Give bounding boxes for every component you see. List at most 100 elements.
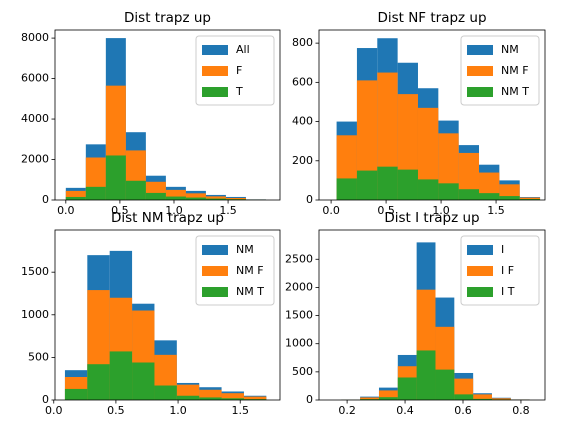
bar	[243, 399, 267, 400]
legend-label: NM T	[501, 85, 529, 98]
legend-label: All	[236, 43, 250, 56]
bar	[225, 199, 246, 200]
axes-frame	[318, 229, 546, 401]
subplot-title: Dist NF trapz up	[377, 10, 486, 26]
bar	[499, 196, 520, 200]
legend-swatch	[467, 266, 493, 276]
bar	[378, 390, 398, 400]
bar	[397, 169, 418, 200]
bar	[435, 369, 455, 400]
axes-frame	[54, 29, 281, 201]
x-tick-label: 0.5	[107, 404, 125, 417]
bar	[360, 397, 379, 400]
legend-label: NM	[236, 243, 254, 256]
bar	[225, 197, 246, 200]
y-tick-label: 500	[292, 365, 313, 378]
x-tick-label: 1.0	[165, 204, 183, 217]
y-tick-label: 200	[292, 154, 313, 167]
x-tick-label: 0.2	[338, 404, 356, 417]
bar	[336, 178, 357, 200]
y-tick-label: 1000	[285, 337, 313, 350]
bar	[356, 80, 378, 200]
y-tick-label: 600	[292, 75, 313, 88]
bar	[473, 398, 492, 400]
bar	[378, 397, 398, 400]
bar	[165, 189, 186, 200]
y-tick-label: 0	[306, 393, 313, 406]
legend-label: T	[235, 85, 243, 98]
y-tick-label: 2000	[21, 153, 49, 166]
bar	[377, 166, 398, 200]
legend-swatch	[467, 45, 493, 55]
legend-label: NM F	[236, 264, 264, 277]
subplot-title: Dist trapz up	[124, 10, 211, 26]
bar	[360, 399, 379, 400]
legend-label: NM T	[236, 285, 264, 298]
x-tick-label: 0.0	[57, 204, 75, 217]
y-tick-label: 2000	[285, 280, 313, 293]
y-tick-label: 400	[292, 115, 313, 128]
legend-swatch	[202, 66, 228, 76]
bar	[221, 398, 244, 400]
x-tick-label: 0.4	[396, 404, 414, 417]
x-tick-label: 0.5	[377, 204, 395, 217]
y-tick-label: 2500	[285, 252, 313, 265]
bar	[458, 152, 480, 200]
y-tick-label: 6000	[21, 72, 49, 85]
bar	[185, 193, 206, 200]
x-tick-label: 1.5	[487, 204, 505, 217]
bar	[205, 198, 226, 200]
axes-frame	[318, 29, 546, 201]
bar	[221, 393, 244, 400]
bar	[65, 190, 86, 200]
x-tick-label: 1.0	[169, 404, 187, 417]
x-tick-label: 0.8	[512, 404, 530, 417]
bar	[154, 385, 177, 400]
bar	[105, 155, 126, 200]
bar	[458, 189, 480, 200]
bar	[109, 351, 133, 400]
x-tick-label: 0.6	[454, 404, 472, 417]
legend-swatch	[202, 266, 228, 276]
y-tick-label: 4000	[21, 112, 49, 125]
legend-label: I T	[501, 285, 515, 298]
bar	[491, 398, 511, 400]
legend-swatch	[202, 287, 228, 297]
bar	[205, 196, 226, 200]
x-tick-label: 0.5	[111, 204, 129, 217]
bar	[85, 186, 106, 200]
bar	[185, 197, 206, 200]
y-tick-label: 0	[42, 393, 49, 406]
legend-swatch	[467, 287, 493, 297]
bar	[416, 350, 436, 400]
y-tick-label: 1500	[21, 265, 49, 278]
y-tick-label: 1500	[285, 309, 313, 322]
legend-label: I	[501, 243, 504, 256]
legend-swatch	[202, 45, 228, 55]
bar	[473, 394, 492, 400]
y-tick-label: 0	[306, 193, 313, 206]
subplot-title: Dist I trapz up	[384, 210, 479, 226]
x-tick-label: 1.5	[219, 204, 237, 217]
bar	[243, 396, 267, 400]
bar	[438, 183, 459, 200]
legend-swatch	[467, 87, 493, 97]
y-tick-label: 800	[292, 36, 313, 49]
bar	[64, 388, 88, 400]
bar	[165, 196, 186, 200]
bar	[519, 199, 541, 200]
bar	[479, 193, 500, 200]
x-tick-label: 0.0	[322, 204, 340, 217]
legend-label: F	[236, 64, 242, 77]
legend-swatch	[202, 87, 228, 97]
legend-swatch	[467, 66, 493, 76]
x-tick-label: 1.5	[231, 404, 249, 417]
bar	[65, 196, 86, 200]
x-tick-label: 1.0	[432, 204, 450, 217]
bar	[176, 395, 200, 400]
bar	[199, 397, 222, 400]
bar	[417, 107, 439, 200]
bar	[356, 170, 378, 200]
bar	[519, 197, 541, 200]
bar	[397, 377, 417, 400]
